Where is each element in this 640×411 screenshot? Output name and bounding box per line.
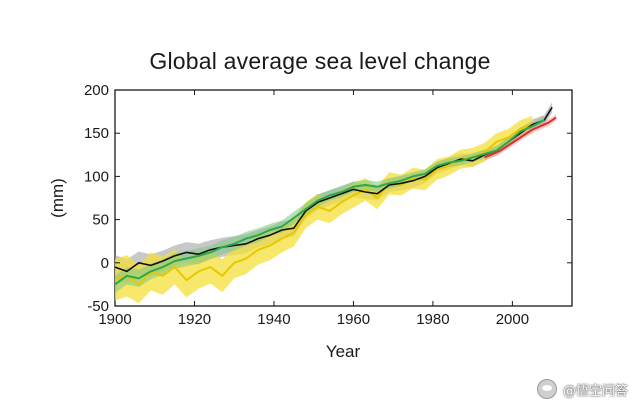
chat-bubble-icon: [536, 379, 557, 399]
chart-title: Global average sea level change: [149, 48, 491, 74]
series-line-green: [114, 119, 545, 286]
y-tick-label: -50: [87, 298, 109, 315]
y-axis-label: (mm): [48, 178, 67, 218]
series-line-red: [484, 116, 557, 159]
tick-labels: 1900 1920 1940 1960 1980 2000 -50 0 50 100 150 200: [84, 82, 529, 328]
x-tick-label: 1960: [337, 311, 370, 328]
watermark-text: @悟空问答: [562, 383, 628, 399]
y-tick-label: 150: [84, 125, 109, 142]
x-tick-label: 1920: [178, 311, 211, 328]
y-tick-label: 100: [84, 168, 109, 185]
y-tick-label: 50: [92, 212, 109, 229]
y-tick-label: 200: [84, 82, 109, 99]
x-tick-label: 2000: [496, 311, 529, 328]
watermark: @悟空问答: [536, 379, 628, 399]
x-tick-label: 1940: [257, 311, 290, 328]
x-tick-label: 1980: [416, 311, 449, 328]
series-lines: [114, 106, 557, 286]
axis-ticks: [114, 89, 572, 307]
x-tick-label: 1900: [98, 311, 131, 328]
band-green: [115, 115, 545, 294]
series-line-black: [114, 106, 553, 273]
y-tick-label: 0: [101, 255, 109, 272]
x-axis-label: Year: [326, 342, 361, 361]
